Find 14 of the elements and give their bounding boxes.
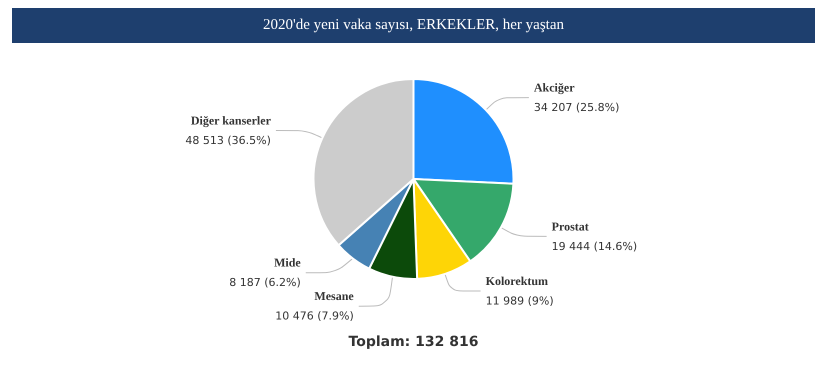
data-label: 34 207 (25.8%) [534,101,620,114]
slice-label: Prostat [552,219,589,234]
slice-label: Mide [274,256,302,270]
slice-label: Kolorektum [486,274,548,288]
chart-title: 2020'de yeni vaka sayısı, ERKEKLER, her yaştan [12,8,815,43]
slice-label: Mesane [314,289,354,304]
slice-label: Akciğer [534,80,576,95]
data-label: 48 513 (36.5%) [185,134,271,148]
slice-label: Diğer kanserler [190,114,272,128]
data-label: 10 476 (7.9%) [275,310,354,323]
data-label: 11 989 (9%) [486,294,554,308]
data-label: 8 187 (6.2%) [229,276,301,290]
data-label: 19 444 (14.6%) [552,240,638,253]
text: Toplam: 132 816 [348,334,478,350]
